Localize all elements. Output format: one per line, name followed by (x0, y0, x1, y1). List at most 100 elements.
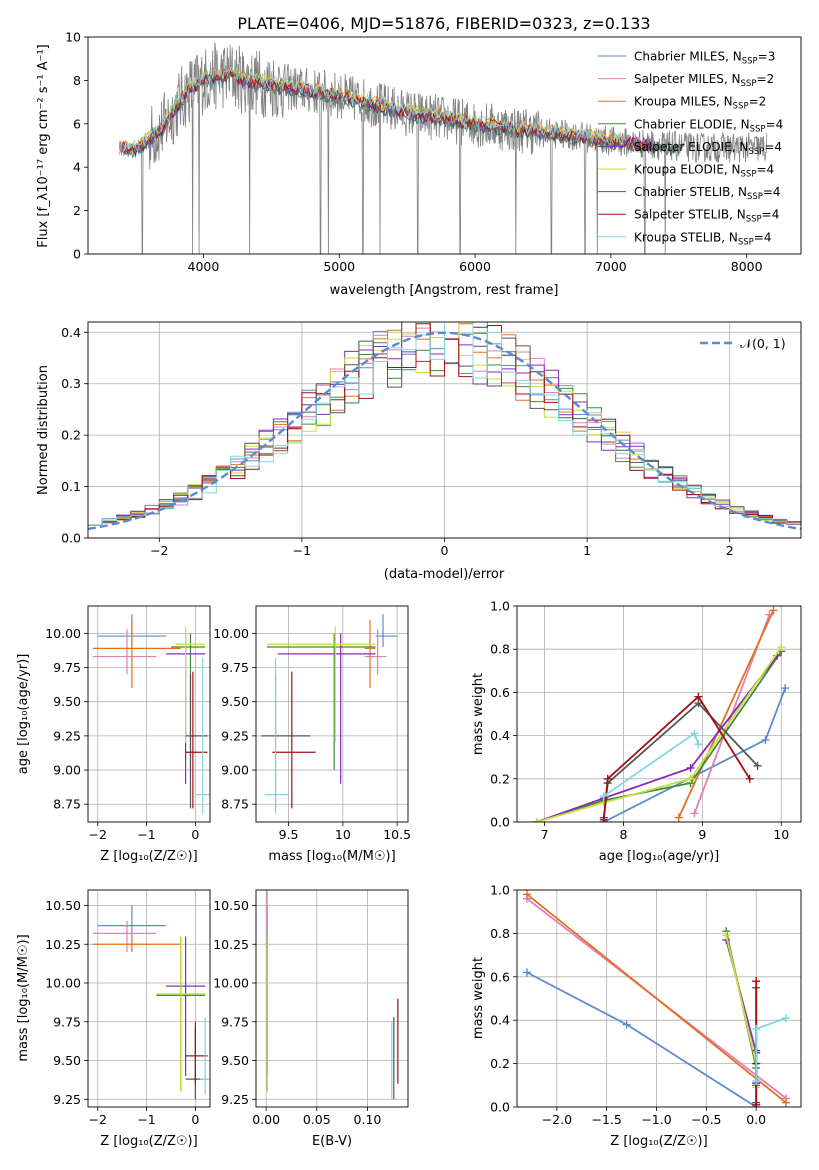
legend-entry: Chabrier MILES, NSSP=3 (634, 50, 775, 67)
y-tick-label: 0.1 (61, 479, 81, 494)
x-tick-label: 8000 (731, 259, 763, 274)
x-tick-label: −2 (89, 1112, 107, 1127)
legend-entry: Chabrier ELODIE, NSSP=4 (634, 117, 783, 134)
y-tick-label: 9.25 (221, 1092, 249, 1107)
y-tick-label: 9.25 (221, 728, 249, 743)
panel-weight-vs-Z: −2.0 −1.5 −1.0 −0.5 0.0 0.0 0.2 0.4 0.6 0.8 1.0 Z [… (471, 883, 802, 1149)
y-tick-label: 9.50 (221, 1053, 249, 1068)
axes-frame (255, 605, 409, 823)
legend-sub: SSP (733, 102, 749, 112)
y-tick-label: 10.50 (45, 898, 81, 913)
x-axis-label: mass [log₁₀(M/M☉)] (268, 849, 395, 864)
y-tick-label: 9.00 (221, 763, 249, 778)
axes-frame (255, 889, 409, 1108)
axes-frame (87, 321, 802, 539)
weight-marker (752, 1024, 761, 1033)
weight-marker (761, 735, 770, 744)
y-tick-label: 9.75 (221, 1014, 249, 1029)
x-tick-label: 2 (726, 543, 734, 558)
plot-area (88, 322, 801, 531)
plot-area (92, 614, 210, 814)
legend-sub: SSP (746, 215, 762, 225)
hist-kroupa-stelib (88, 322, 801, 526)
y-tick-label: 0.8 (490, 926, 510, 941)
x-tick-label: 9 (698, 827, 706, 842)
weight-marker (694, 692, 703, 701)
weight-line-chabrier-miles (603, 687, 787, 822)
y-tick-label: 10.25 (213, 937, 249, 952)
y-axis-label: Flux [f_λ10⁻¹⁷ erg cm⁻² s⁻¹ A⁻¹] (36, 44, 51, 248)
legend-label: Chabrier MILES, N (634, 50, 742, 64)
x-tick-label: 5000 (323, 259, 355, 274)
x-tick-label: −2 (150, 543, 168, 558)
weight-marker (522, 890, 531, 899)
x-axis-label: wavelength [Angstrom, rest frame] (330, 283, 559, 298)
weight-line-chabrier-miles (526, 971, 757, 1107)
weight-marker (781, 684, 790, 693)
x-tick-label: −1.0 (641, 1112, 671, 1127)
y-tick-label: 9.50 (53, 694, 81, 709)
y-tick-label: 8.75 (53, 797, 81, 812)
legend-sub: SSP (741, 170, 757, 180)
legend-label: 𝒩(0, 1) (740, 336, 786, 351)
panel-age-vs-Z: −2 −1 0 8.75 9.00 9.25 9.50 9.75 10.00 Z [log₁₀(Z… (16, 605, 211, 864)
weight-line-salpeter-elodie (536, 655, 779, 822)
x-tick-label: 0.0 (746, 1112, 766, 1127)
x-tick-label: 8 (620, 827, 628, 842)
weight-marker (752, 1100, 761, 1107)
weight-line-kroupa-elodie (536, 646, 783, 822)
legend-sub: SSP (742, 57, 758, 67)
figure-title: PLATE=0406, MJD=51876, FIBERID=0323, z=0… (237, 14, 650, 33)
legend-entry: Salpeter STELIB, NSSP=4 (634, 208, 779, 225)
plot-area (261, 614, 398, 814)
x-tick-label: 7000 (595, 259, 627, 274)
plot-area (532, 606, 790, 822)
legend-entry: Salpeter MILES, NSSP=2 (634, 72, 774, 89)
y-tick-label: 9.25 (53, 728, 81, 743)
y-tick-label: 10.50 (213, 898, 249, 913)
weight-marker (686, 764, 695, 772)
panel-mass-vs-EBV: 0.00 0.05 0.10 9.25 9.50 9.75 10.00 10.25 10.50 E… (213, 889, 409, 1149)
y-tick-label: 0.6 (490, 969, 510, 984)
legend-suffix: =4 (762, 208, 780, 222)
legend-label: Kroupa MILES, N (634, 95, 733, 109)
y-tick-label: 9.75 (53, 1014, 81, 1029)
axes-frame (516, 605, 802, 823)
y-tick-label: 2 (73, 203, 81, 218)
weight-line-kroupa-miles (677, 609, 775, 819)
legend-suffix: =4 (763, 185, 781, 199)
y-axis-label: mass weight (471, 957, 486, 1039)
legend-label: Kroupa STELIB, N (634, 230, 738, 244)
panel-residuals: −2 −1 0 1 2 0.0 0.1 0.2 0.3 0.4 𝒩(0, 1) (data-model… (36, 321, 802, 582)
weight-line-kroupa-miles (526, 893, 787, 1104)
legend-label: Salpeter MILES, N (634, 72, 741, 86)
y-tick-label: 0 (73, 247, 81, 262)
x-tick-label: 9.5 (279, 827, 299, 842)
y-tick-label: 8.75 (221, 797, 249, 812)
axes-frame (87, 889, 211, 1108)
legend-sub: SSP (741, 79, 757, 89)
plot-area (522, 890, 791, 1107)
legend-label: Salpeter ELODIE, N (634, 140, 748, 154)
x-tick-label: 6000 (459, 259, 491, 274)
weight-marker (752, 977, 761, 986)
panel-spectrum: 4000 5000 6000 7000 8000 0 2 4 6 8 10 wavelength [A… (36, 30, 802, 298)
legend-suffix: =4 (754, 230, 772, 244)
y-tick-label: 1.0 (490, 883, 510, 898)
x-axis-label: (data-model)/error (384, 567, 505, 582)
x-axis-label: Z [log₁₀(Z/Z☉)] (610, 1134, 707, 1149)
legend-sub: SSP (750, 124, 766, 134)
legend-suffix: =2 (756, 72, 774, 86)
axes-frame (87, 605, 211, 823)
weight-marker (769, 606, 778, 615)
x-tick-label: 10.5 (383, 827, 411, 842)
legend-entry: Kroupa ELODIE, NSSP=4 (634, 163, 774, 180)
y-tick-label: 0.0 (490, 1100, 510, 1115)
weight-marker (690, 729, 699, 738)
y-tick-label: 9.00 (53, 763, 81, 778)
y-tick-label: 10.00 (213, 976, 249, 991)
weight-marker (522, 968, 531, 977)
x-tick-label: 1 (583, 543, 591, 558)
y-tick-label: 0.8 (490, 642, 510, 657)
